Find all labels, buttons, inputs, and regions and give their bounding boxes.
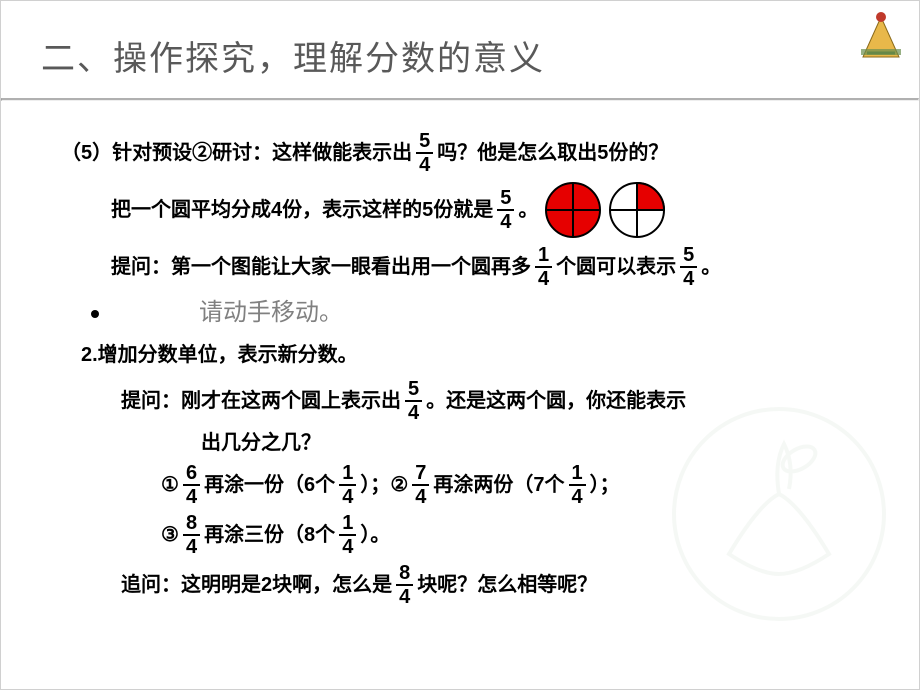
line-5: 追问：这明明是2块啊，怎么是 8 4 块呢？怎么相等呢？ — [61, 563, 879, 607]
fraction-1-4: 1 4 — [569, 463, 586, 507]
line-2: 把一个圆平均分成4份，表示这样的5份就是 5 4 。 — [61, 181, 879, 239]
fraction-8-4: 8 4 — [183, 513, 200, 557]
text: 再涂两份（7个 — [433, 471, 564, 499]
text: ③ — [161, 521, 179, 549]
text: ）。 — [360, 521, 390, 549]
text: ① — [161, 471, 179, 499]
slide: 二、操作探究，理解分数的意义 （5）针对预设②研讨：这样做能表示出 5 4 吗？… — [0, 0, 920, 690]
fraction-5-4: 5 4 — [405, 379, 422, 423]
content-area: （5）针对预设②研讨：这样做能表示出 5 4 吗？他是怎么取出5份的？ 把一个圆… — [1, 101, 919, 607]
move-text: 请动手移动。 — [199, 297, 343, 331]
line-1: （5）针对预设②研讨：这样做能表示出 5 4 吗？他是怎么取出5份的？ — [61, 131, 879, 175]
text: 2.增加分数单位，表示新分数。 — [81, 341, 358, 369]
drafting-tools-icon — [853, 7, 909, 68]
fraction-6-4: 6 4 — [183, 463, 200, 507]
fraction-1-4: 1 4 — [535, 245, 552, 289]
bullet-line: 请动手移动。 — [61, 297, 879, 331]
line-3: 提问：第一个图能让大家一眼看出用一个圆再多 1 4 个圆可以表示 5 4 。 — [61, 245, 879, 289]
fraction-1-4: 1 4 — [339, 463, 356, 507]
options-row-2: ③ 8 4 再涂三份（8个 1 4 ）。 — [61, 513, 879, 557]
text: 个圆可以表示 — [556, 253, 676, 281]
slide-title: 二、操作探究，理解分数的意义 — [1, 1, 919, 98]
fraction-1-4: 1 4 — [339, 513, 356, 557]
text: ）； — [360, 471, 390, 499]
fraction-5-4: 5 4 — [416, 131, 433, 175]
circle-quarter — [608, 181, 666, 239]
fraction-7-4: 7 4 — [412, 463, 429, 507]
text: 。 — [701, 253, 721, 281]
fraction-5-4: 5 4 — [680, 245, 697, 289]
section-2-heading: 2.增加分数单位，表示新分数。 — [61, 341, 879, 369]
line-4a: 提问：刚才在这两个圆上表示出 5 4 。还是这两个圆，你还能表示 — [61, 379, 879, 423]
text: 。还是这两个圆，你还能表示 — [426, 387, 686, 415]
text: 。 — [518, 196, 538, 224]
fraction-8-4: 8 4 — [396, 563, 413, 607]
text: 提问：刚才在这两个圆上表示出 — [121, 387, 401, 415]
text: ）； — [590, 471, 620, 499]
line-4b: 出几分之几？ — [61, 429, 879, 457]
text: 块呢？怎么相等呢？ — [417, 571, 597, 599]
text: 追问：这明明是2块啊，怎么是 — [121, 571, 392, 599]
circle-full — [544, 181, 602, 239]
fraction-5-4: 5 4 — [497, 188, 514, 232]
text: 提问：第一个图能让大家一眼看出用一个圆再多 — [111, 253, 531, 281]
text: 再涂三份（8个 — [204, 521, 335, 549]
text: ② — [390, 471, 408, 499]
text: 吗？他是怎么取出5份的？ — [437, 139, 668, 167]
text: 出几分之几？ — [201, 429, 321, 457]
bullet-icon — [91, 310, 99, 318]
text: 再涂一份（6个 — [204, 471, 335, 499]
circle-diagrams — [544, 181, 666, 239]
text: 把一个圆平均分成4份，表示这样的5份就是 — [111, 196, 493, 224]
options-row-1: ① 6 4 再涂一份（6个 1 4 ）； ② 7 4 再涂两份（7个 1 4 ）… — [61, 463, 879, 507]
text: （5）针对预设②研讨：这样做能表示出 — [61, 139, 412, 167]
